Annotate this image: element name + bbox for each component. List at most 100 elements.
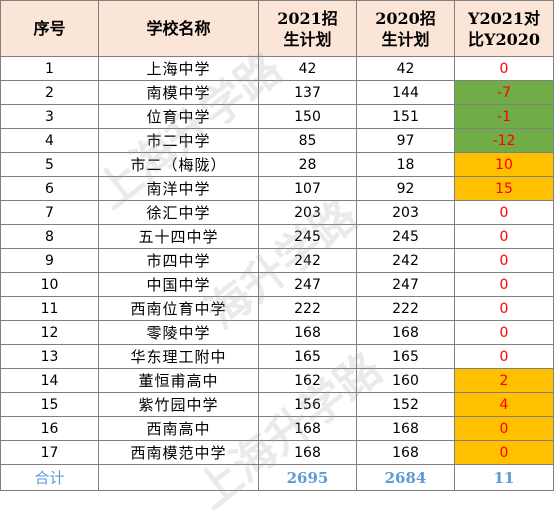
plan-difference: 0 [454, 248, 554, 273]
school-name: 华东理工附中 [98, 344, 259, 369]
row-index: 8 [0, 224, 99, 249]
plan-2021: 222 [258, 296, 357, 321]
total-2020: 2684 [356, 464, 455, 491]
header-year-comparison-line2: 比Y2020 [468, 29, 540, 49]
row-index: 1 [0, 56, 99, 81]
plan-difference: 2 [454, 368, 554, 393]
school-name: 市二（梅陇） [98, 152, 259, 177]
plan-2021: 168 [258, 416, 357, 441]
plan-2021: 162 [258, 368, 357, 393]
school-name: 西南位育中学 [98, 296, 259, 321]
table-row: 3 位育中学 150 151 -1 [0, 104, 554, 129]
plan-difference: 15 [454, 176, 554, 201]
plan-2021: 242 [258, 248, 357, 273]
school-name: 董恒甫高中 [98, 368, 259, 393]
table-row: 2 南模中学 137 144 -7 [0, 80, 554, 105]
school-name: 徐汇中学 [98, 200, 259, 225]
plan-2020: 152 [356, 392, 455, 417]
table-header: 序号 学校名称 2021招 生计划 2020招 生计划 Y2021对 比Y202… [0, 0, 554, 57]
plan-difference: 0 [454, 440, 554, 465]
plan-difference: 10 [454, 152, 554, 177]
table-row: 8 五十四中学 245 245 0 [0, 224, 554, 249]
row-index: 16 [0, 416, 99, 441]
plan-2020: 151 [356, 104, 455, 129]
school-name: 紫竹园中学 [98, 392, 259, 417]
table-row: 1 上海中学 42 42 0 [0, 56, 554, 81]
plan-2021: 150 [258, 104, 357, 129]
school-name: 西南高中 [98, 416, 259, 441]
plan-2020: 18 [356, 152, 455, 177]
plan-2021: 137 [258, 80, 357, 105]
school-name: 西南模范中学 [98, 440, 259, 465]
table-row: 6 南洋中学 107 92 15 [0, 176, 554, 201]
plan-2021: 245 [258, 224, 357, 249]
plan-2021: 168 [258, 440, 357, 465]
table-row: 13 华东理工附中 165 165 0 [0, 344, 554, 369]
plan-2020: 42 [356, 56, 455, 81]
header-year-comparison-line1: Y2021对 [468, 8, 540, 28]
plan-2021: 156 [258, 392, 357, 417]
school-name: 南模中学 [98, 80, 259, 105]
plan-2020: 247 [356, 272, 455, 297]
plan-2021: 107 [258, 176, 357, 201]
plan-difference: 0 [454, 200, 554, 225]
plan-difference: 0 [454, 56, 554, 81]
plan-difference: 0 [454, 344, 554, 369]
row-index: 14 [0, 368, 99, 393]
header-2021-plan-line1: 2021招 [277, 8, 338, 28]
row-index: 5 [0, 152, 99, 177]
plan-2021: 42 [258, 56, 357, 81]
plan-2021: 247 [258, 272, 357, 297]
plan-2020: 168 [356, 440, 455, 465]
header-2021-plan: 2021招 生计划 [258, 0, 357, 57]
header-2021-plan-line2: 生计划 [283, 29, 332, 49]
school-name: 市四中学 [98, 248, 259, 273]
plan-2020: 242 [356, 248, 455, 273]
plan-2020: 168 [356, 416, 455, 441]
plan-difference: -12 [454, 128, 554, 153]
plan-2020: 144 [356, 80, 455, 105]
plan-difference: 0 [454, 272, 554, 297]
plan-2021: 203 [258, 200, 357, 225]
plan-2021: 165 [258, 344, 357, 369]
table-row: 4 市二中学 85 97 -12 [0, 128, 554, 153]
plan-difference: -7 [454, 80, 554, 105]
row-index: 13 [0, 344, 99, 369]
school-name: 中国中学 [98, 272, 259, 297]
plan-difference: 4 [454, 392, 554, 417]
row-index: 9 [0, 248, 99, 273]
table-row: 5 市二（梅陇） 28 18 10 [0, 152, 554, 177]
row-index: 6 [0, 176, 99, 201]
plan-2021: 168 [258, 320, 357, 345]
table-row: 15 紫竹园中学 156 152 4 [0, 392, 554, 417]
header-school-name: 学校名称 [98, 0, 259, 57]
plan-2021: 85 [258, 128, 357, 153]
plan-difference: 0 [454, 320, 554, 345]
school-name: 零陵中学 [98, 320, 259, 345]
row-index: 12 [0, 320, 99, 345]
plan-difference: 0 [454, 224, 554, 249]
plan-2020: 97 [356, 128, 455, 153]
total-school-cell [98, 464, 259, 491]
table-row: 11 西南位育中学 222 222 0 [0, 296, 554, 321]
row-index: 3 [0, 104, 99, 129]
plan-2020: 165 [356, 344, 455, 369]
total-2021: 2695 [258, 464, 357, 491]
table-row: 9 市四中学 242 242 0 [0, 248, 554, 273]
header-row: 序号 学校名称 2021招 生计划 2020招 生计划 Y2021对 比Y202… [0, 0, 554, 57]
school-name: 南洋中学 [98, 176, 259, 201]
plan-difference: 0 [454, 296, 554, 321]
row-index: 10 [0, 272, 99, 297]
table-row: 7 徐汇中学 203 203 0 [0, 200, 554, 225]
row-index: 15 [0, 392, 99, 417]
header-index: 序号 [0, 0, 99, 57]
row-index: 17 [0, 440, 99, 465]
plan-difference: -1 [454, 104, 554, 129]
row-index: 2 [0, 80, 99, 105]
plan-2020: 160 [356, 368, 455, 393]
plan-2020: 92 [356, 176, 455, 201]
table-row: 16 西南高中 168 168 0 [0, 416, 554, 441]
plan-difference: 0 [454, 416, 554, 441]
table-footer: 合计 2695 2684 11 [0, 464, 554, 491]
table-row: 14 董恒甫高中 162 160 2 [0, 368, 554, 393]
